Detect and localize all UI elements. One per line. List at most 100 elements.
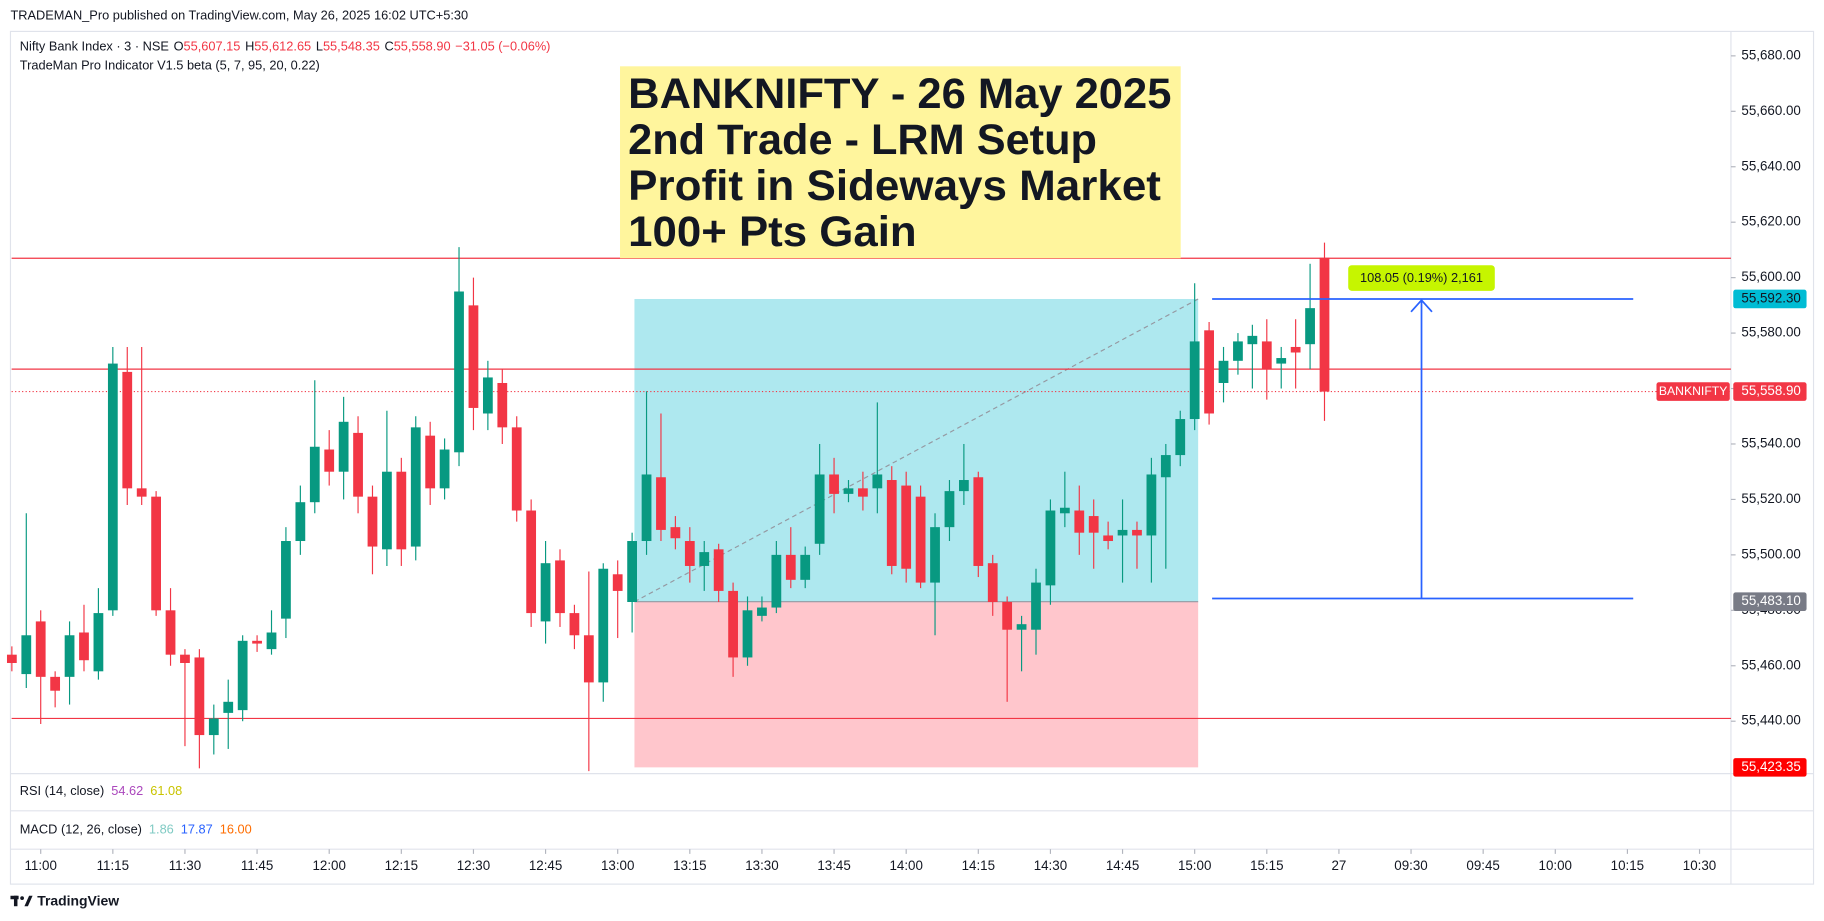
candle-body bbox=[21, 635, 32, 675]
rsi-value: 54.62 bbox=[111, 784, 143, 799]
target-tag bbox=[1733, 289, 1807, 309]
candle-body bbox=[757, 607, 767, 616]
indicator-legend: TradeMan Pro Indicator V1.5 beta (5, 7, … bbox=[20, 58, 320, 73]
candle-body bbox=[468, 305, 479, 408]
y-tick-label: 55,440.00 bbox=[1741, 713, 1800, 728]
candle-body bbox=[382, 471, 392, 550]
candle-body bbox=[122, 371, 133, 489]
annotation-line: Profit in Sideways Market bbox=[628, 162, 1161, 210]
low-label: L bbox=[316, 39, 323, 54]
annotation-line: BANKNIFTY - 26 May 2025 bbox=[628, 70, 1171, 118]
logo-part bbox=[13, 895, 18, 907]
symbol-tag bbox=[1656, 382, 1730, 401]
y-tick-label: 55,600.00 bbox=[1741, 269, 1800, 284]
candle-body bbox=[194, 657, 205, 736]
candle-body bbox=[252, 640, 262, 644]
candle-body bbox=[670, 527, 681, 539]
candle-body bbox=[612, 574, 623, 591]
high-label: H bbox=[245, 39, 254, 54]
candle-body bbox=[526, 510, 537, 614]
chart-frame bbox=[9, 30, 1815, 885]
x-tick-label: 13:00 bbox=[601, 858, 634, 873]
measure-arrowhead bbox=[1410, 298, 1433, 313]
candle-body bbox=[684, 541, 695, 566]
rsi-value: 61.08 bbox=[150, 784, 182, 799]
last-price-tag bbox=[1733, 382, 1807, 401]
x-tick-label: 14:30 bbox=[1034, 858, 1067, 873]
x-tick-label: 10:00 bbox=[1539, 858, 1572, 873]
candle-body bbox=[1276, 358, 1287, 364]
y-tick-label: 55,520.00 bbox=[1741, 491, 1800, 506]
x-tick-label: 12:30 bbox=[457, 858, 490, 873]
candle-body bbox=[958, 480, 969, 492]
candle-body bbox=[829, 474, 839, 494]
candle-body bbox=[627, 541, 638, 603]
candle-body bbox=[151, 496, 161, 611]
candle-body bbox=[439, 449, 450, 489]
open-label: O bbox=[174, 39, 184, 54]
target-tag-label: 55,592.30 bbox=[1741, 291, 1800, 306]
stop-zone bbox=[634, 601, 1199, 768]
footer-brand: TradingView bbox=[37, 892, 119, 908]
candle-body bbox=[901, 485, 912, 569]
trade-path bbox=[634, 298, 1199, 603]
x-tick-label: 10:30 bbox=[1683, 858, 1716, 873]
measure-label-box bbox=[1348, 265, 1495, 291]
candle-body bbox=[843, 488, 854, 494]
x-tick-label: 14:00 bbox=[889, 858, 922, 873]
high-value: 55,612.65 bbox=[254, 39, 311, 54]
candle-body bbox=[180, 654, 190, 663]
x-tick-label: 15:00 bbox=[1178, 858, 1211, 873]
annotation-line: 100+ Pts Gain bbox=[628, 208, 916, 256]
annotation-box bbox=[620, 66, 1181, 259]
macd-value: 1.86 bbox=[149, 822, 174, 837]
candle-body bbox=[800, 554, 811, 580]
y-tick-label: 55,660.00 bbox=[1741, 103, 1800, 118]
macd-value: 17.87 bbox=[181, 822, 213, 837]
x-tick-label: 11:15 bbox=[97, 858, 129, 873]
candle-body bbox=[915, 496, 926, 583]
candle-body bbox=[454, 291, 464, 453]
candle-body bbox=[728, 590, 738, 658]
entry-tag-label: 55,483.10 bbox=[1741, 593, 1800, 608]
candle-body bbox=[785, 554, 796, 580]
logo-part bbox=[20, 896, 24, 900]
candle-body bbox=[1189, 341, 1200, 420]
candle-body bbox=[107, 363, 118, 611]
macd-legend: MACD (12, 26, close) 1.86 17.87 16.00 bbox=[20, 822, 252, 837]
candle-body bbox=[1233, 341, 1243, 361]
y-tick-label: 55,580.00 bbox=[1741, 325, 1800, 340]
candle-body bbox=[583, 635, 594, 683]
candle-body bbox=[324, 449, 335, 472]
candle-body bbox=[1074, 510, 1085, 533]
stop-tag-label: 55,423.35 bbox=[1741, 759, 1800, 774]
x-tick-label: 15:15 bbox=[1250, 858, 1283, 873]
plot-area bbox=[6, 242, 1731, 772]
candle-body bbox=[1305, 308, 1315, 345]
candle-body bbox=[872, 474, 883, 489]
candle-body bbox=[295, 502, 306, 542]
ohlc-legend: Nifty Bank Index · 3 · NSE O55,607.15 H55,… bbox=[20, 39, 551, 54]
x-tick-label: 11:30 bbox=[169, 858, 201, 873]
candle-body bbox=[338, 421, 349, 472]
candle-body bbox=[309, 446, 320, 503]
candle-body bbox=[699, 552, 710, 566]
candle-body bbox=[641, 474, 652, 542]
candle-body bbox=[771, 554, 782, 608]
candle-body bbox=[1319, 257, 1330, 392]
candle-body bbox=[1088, 516, 1099, 533]
candle-body bbox=[987, 563, 998, 603]
x-tick-label: 11:45 bbox=[241, 858, 273, 873]
candle-body bbox=[1218, 360, 1229, 383]
close-value: 55,558.90 bbox=[394, 39, 451, 54]
x-tick-label: 14:45 bbox=[1106, 858, 1139, 873]
macd-name: MACD (12, 26, close) bbox=[20, 822, 142, 837]
candle-body bbox=[1290, 346, 1301, 353]
candle-body bbox=[858, 488, 868, 497]
candle-body bbox=[208, 718, 219, 736]
candle-body bbox=[50, 676, 61, 691]
open-value: 55,607.15 bbox=[184, 39, 241, 54]
candle-body bbox=[1016, 624, 1027, 630]
candle-body bbox=[353, 432, 363, 497]
